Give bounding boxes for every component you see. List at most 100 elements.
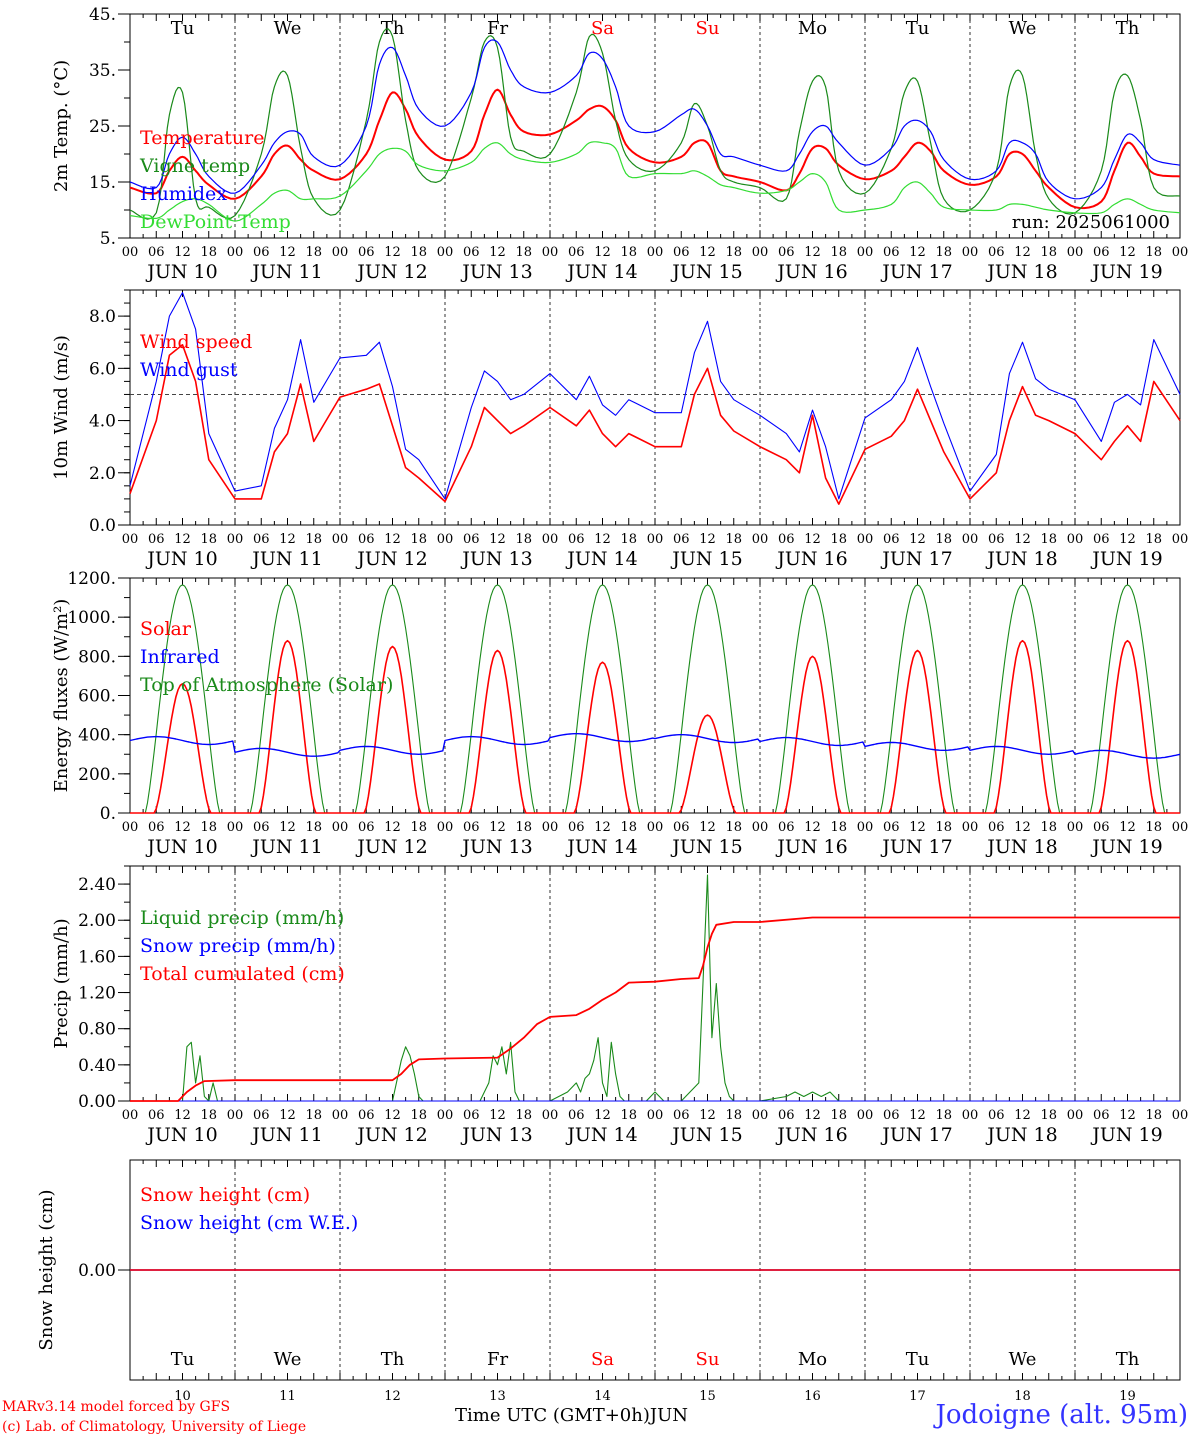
hour-tick-label: 00 <box>1067 532 1084 547</box>
hour-tick-label: 06 <box>883 532 900 547</box>
hour-tick-label: 00 <box>647 532 664 547</box>
hour-tick-label: 18 <box>620 245 637 260</box>
day-label: JUN 18 <box>985 1124 1057 1146</box>
hour-tick-label: 12 <box>594 245 611 260</box>
series-line-total-cumulated-cm- <box>130 916 1180 1102</box>
hour-tick-label: 18 <box>515 1108 532 1123</box>
hour-tick-label: 12 <box>279 532 296 547</box>
day-label: JUN 16 <box>775 1124 847 1146</box>
y-tick-label: 15. <box>89 173 116 193</box>
y-tick-label: 1000. <box>67 608 116 628</box>
hour-tick-label: 00 <box>437 820 454 835</box>
hour-tick-label: 00 <box>752 820 769 835</box>
hour-tick-label: 00 <box>1172 532 1189 547</box>
legend-entry: Humidex <box>140 183 227 205</box>
day-label: JUN 11 <box>250 548 322 570</box>
y-tick-label: 45. <box>89 5 116 25</box>
hour-tick-label: 00 <box>542 820 559 835</box>
hour-tick-label: 18 <box>1145 245 1162 260</box>
hour-tick-label: 06 <box>568 245 585 260</box>
hour-tick-label: 12 <box>279 245 296 260</box>
hour-tick-label: 18 <box>305 820 322 835</box>
y-tick-label: 600. <box>78 687 116 707</box>
legend-entry: Wind gust <box>140 359 238 381</box>
y-tick-label: 0. <box>100 804 116 824</box>
hour-tick-label: 00 <box>962 1108 979 1123</box>
day-label: JUN 10 <box>145 1124 217 1146</box>
hour-tick-label: 00 <box>122 1108 139 1123</box>
legend-entry: Vigne temp <box>139 155 250 177</box>
hour-tick-label: 12 <box>384 820 401 835</box>
hour-tick-label: 18 <box>1040 245 1057 260</box>
day-number-label: 15 <box>699 1389 716 1404</box>
hour-tick-label: 00 <box>857 532 874 547</box>
y-tick-label: 400. <box>78 726 116 746</box>
hour-tick-label: 06 <box>463 1108 480 1123</box>
hour-tick-label: 12 <box>804 245 821 260</box>
weekday-label: Tu <box>171 1349 195 1370</box>
hour-tick-label: 00 <box>227 1108 244 1123</box>
hour-tick-label: 18 <box>1040 820 1057 835</box>
y-axis-label: Precip (mm/h) <box>51 918 72 1048</box>
day-label: JUN 14 <box>565 836 637 858</box>
y-tick-label: 0.80 <box>78 1020 116 1040</box>
day-label: JUN 17 <box>880 1124 952 1146</box>
legend-entry: Snow height (cm) <box>140 1184 310 1206</box>
y-tick-label: 2.0 <box>89 464 116 484</box>
hour-tick-label: 18 <box>515 245 532 260</box>
hour-tick-label: 06 <box>673 532 690 547</box>
day-label: JUN 15 <box>670 261 742 283</box>
hour-tick-label: 12 <box>699 532 716 547</box>
day-label: JUN 15 <box>670 1124 742 1146</box>
hour-tick-label: 06 <box>1093 245 1110 260</box>
hour-tick-label: 00 <box>437 1108 454 1123</box>
day-label: JUN 13 <box>460 261 532 283</box>
hour-tick-label: 18 <box>935 1108 952 1123</box>
hour-tick-label: 12 <box>909 1108 926 1123</box>
hour-tick-label: 06 <box>463 820 480 835</box>
hour-tick-label: 06 <box>568 820 585 835</box>
day-number-label: 11 <box>279 1389 296 1404</box>
day-label: JUN 14 <box>565 1124 637 1146</box>
day-label: JUN 11 <box>250 1124 322 1146</box>
hour-tick-label: 18 <box>515 820 532 835</box>
series-line-vigne-temp <box>129 28 1181 220</box>
day-number-label: 13 <box>489 1389 506 1404</box>
weekday-label: Th <box>381 1349 405 1370</box>
hour-tick-label: 18 <box>1145 820 1162 835</box>
legend-entry: Top of Atmosphere (Solar) <box>140 674 393 696</box>
weekday-label: Th <box>1116 18 1140 39</box>
hour-tick-label: 12 <box>1014 820 1031 835</box>
hour-tick-label: 00 <box>542 532 559 547</box>
day-label: JUN 15 <box>670 836 742 858</box>
hour-tick-label: 18 <box>620 820 637 835</box>
hour-tick-label: 12 <box>804 532 821 547</box>
hour-tick-label: 06 <box>673 245 690 260</box>
hour-tick-label: 12 <box>384 1108 401 1123</box>
hour-tick-label: 06 <box>988 1108 1005 1123</box>
hour-tick-label: 12 <box>174 245 191 260</box>
hour-tick-label: 18 <box>200 532 217 547</box>
hour-tick-label: 06 <box>988 820 1005 835</box>
hour-tick-label: 12 <box>594 820 611 835</box>
hour-tick-label: 12 <box>699 820 716 835</box>
hour-tick-label: 12 <box>1014 1108 1031 1123</box>
hour-tick-label: 18 <box>725 245 742 260</box>
day-number-label: 16 <box>804 1389 821 1404</box>
series-line-temperature <box>129 88 1181 210</box>
hour-tick-label: 06 <box>148 532 165 547</box>
weekday-label: Tu <box>171 18 195 39</box>
hour-tick-label: 12 <box>489 820 506 835</box>
hour-tick-label: 06 <box>358 532 375 547</box>
weekday-label: Th <box>1116 1349 1140 1370</box>
hour-tick-label: 06 <box>883 1108 900 1123</box>
hour-tick-label: 12 <box>909 245 926 260</box>
weekday-label: Sa <box>591 1349 614 1370</box>
hour-tick-label: 18 <box>935 532 952 547</box>
day-label: JUN 17 <box>880 261 952 283</box>
y-tick-label: 0.00 <box>78 1092 116 1112</box>
day-label: JUN 10 <box>145 548 217 570</box>
hour-tick-label: 18 <box>620 532 637 547</box>
hour-tick-label: 12 <box>804 820 821 835</box>
hour-tick-label: 06 <box>253 1108 270 1123</box>
